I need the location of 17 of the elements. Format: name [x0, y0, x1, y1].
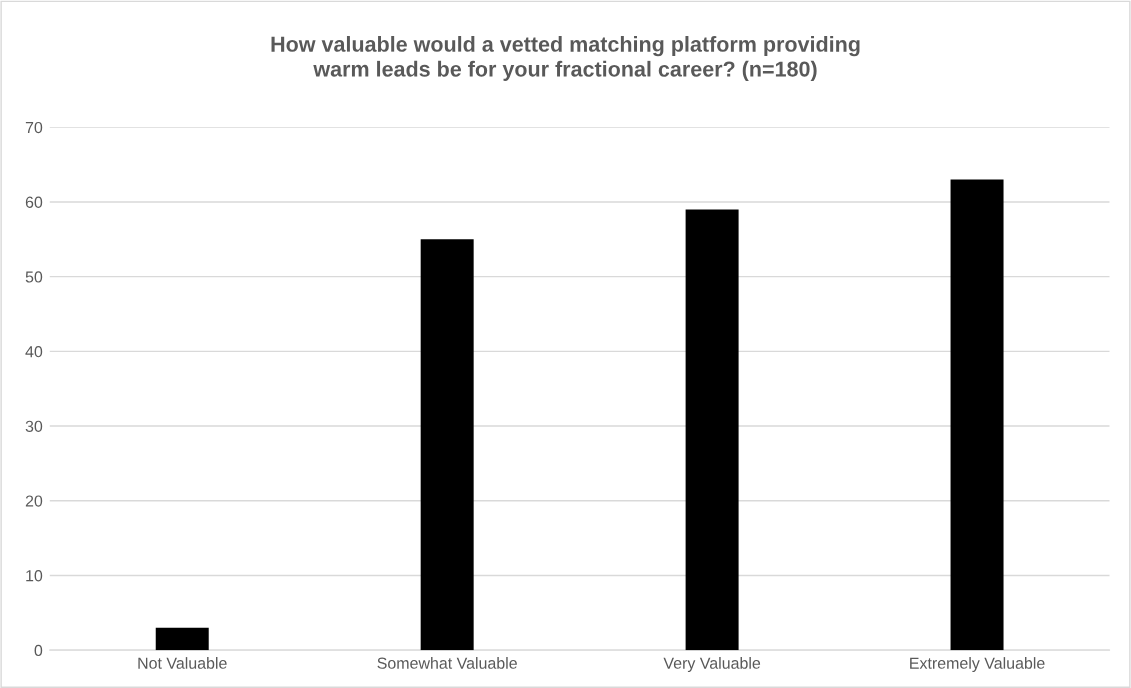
y-tick-label: 10 [26, 570, 43, 582]
y-tick-label: 70 [25, 121, 43, 134]
bar [685, 209, 739, 651]
x-tick-label: Extremely Valuable [910, 657, 1045, 672]
x-tick-label: Somewhat Valuable [377, 657, 517, 669]
x-tick-label: Very Valuable [663, 657, 761, 672]
y-tick-label: 40 [25, 346, 43, 358]
bar [420, 239, 474, 651]
y-tick-label: 0 [34, 644, 43, 657]
y-tick-label: 20 [25, 495, 43, 507]
x-tick-label: Not Valuable [138, 657, 227, 669]
bar [950, 179, 1004, 651]
chart-title: How valuable would a vetted matching platform providing warm leads be for your fractional career? (n=180) [271, 36, 860, 81]
y-tick-label: 50 [25, 271, 43, 283]
bar [155, 627, 209, 651]
y-tick-label: 60 [25, 196, 43, 208]
y-tick-label: 30 [25, 420, 43, 433]
